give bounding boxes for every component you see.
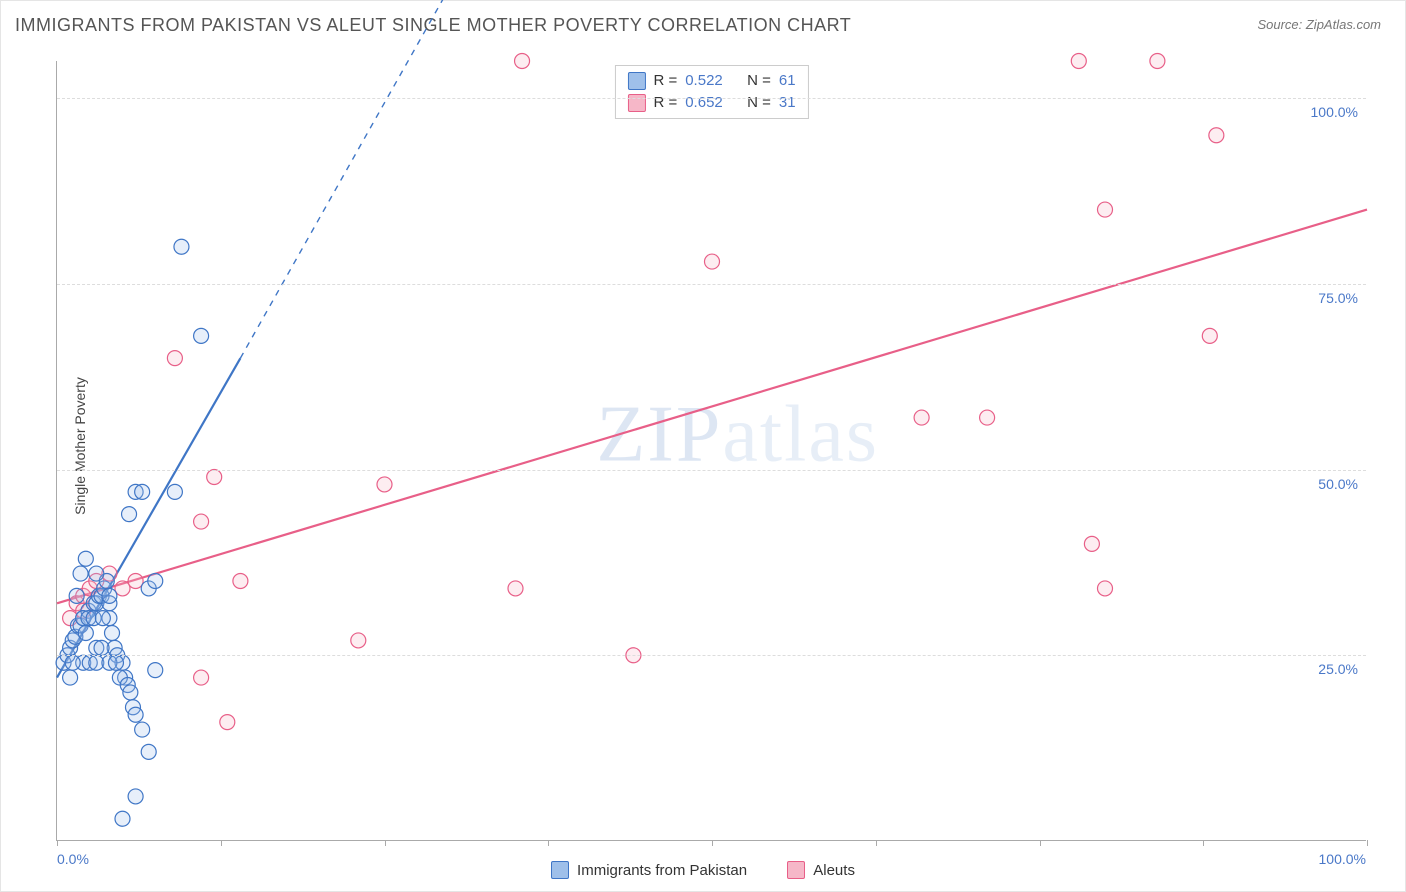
gridline-h [57,655,1366,656]
chart-frame: IMMIGRANTS FROM PAKISTAN VS ALEUT SINGLE… [0,0,1406,892]
x-tick [1040,840,1041,846]
legend-n-label-A: N = [747,70,771,92]
x-tick [1203,840,1204,846]
y-tick-label: 25.0% [1318,661,1358,677]
scatter-point [705,254,720,269]
plot-area: ZIPatlas R = 0.522 N = 61 R = 0.652 N = … [56,61,1366,841]
legend-correlation-box: R = 0.522 N = 61 R = 0.652 N = 31 [614,65,808,119]
scatter-point [148,574,163,589]
scatter-point [95,611,110,626]
trend-line-dashed [240,0,450,358]
x-tick [57,840,58,846]
scatter-point [135,484,150,499]
scatter-point [123,685,138,700]
x-tick [712,840,713,846]
legend-label-seriesB: Aleuts [813,862,855,879]
gridline-h [57,98,1366,99]
scatter-point [1098,202,1113,217]
y-tick-label: 100.0% [1311,104,1358,120]
scatter-point [128,707,143,722]
scatter-point [122,507,137,522]
scatter-point [128,574,143,589]
scatter-point [102,588,117,603]
legend-n-value-A: 61 [779,70,796,92]
scatter-point [167,351,182,366]
scatter-point [377,477,392,492]
legend-r-value-A: 0.522 [685,70,723,92]
legend-swatch2-seriesB [787,861,805,879]
scatter-point [508,581,523,596]
y-tick-label: 75.0% [1318,290,1358,306]
scatter-point [89,566,104,581]
scatter-point [141,744,156,759]
legend-swatch2-seriesA [551,861,569,879]
scatter-point [148,663,163,678]
x-tick [1367,840,1368,846]
plot-svg [57,61,1367,841]
scatter-point [914,410,929,425]
scatter-point [174,239,189,254]
x-tick [221,840,222,846]
scatter-point [69,588,84,603]
scatter-point [220,715,235,730]
scatter-point [194,514,209,529]
scatter-point [108,655,123,670]
scatter-point [115,811,130,826]
legend-r-label-A: R = [653,70,677,92]
scatter-point [94,640,109,655]
scatter-point [78,551,93,566]
scatter-point [515,54,530,69]
scatter-point [980,410,995,425]
legend-swatch-seriesA [627,72,645,90]
scatter-point [1098,581,1113,596]
chart-title: IMMIGRANTS FROM PAKISTAN VS ALEUT SINGLE… [15,15,851,36]
scatter-point [207,470,222,485]
gridline-h [57,284,1366,285]
scatter-point [115,581,130,596]
x-tick [385,840,386,846]
scatter-point [1071,54,1086,69]
scatter-point [78,626,93,641]
scatter-point [63,670,78,685]
source-attribution: Source: ZipAtlas.com [1257,17,1381,32]
scatter-point [233,574,248,589]
y-tick-label: 50.0% [1318,476,1358,492]
scatter-point [1150,54,1165,69]
legend-row-seriesB: R = 0.652 N = 31 [627,92,795,114]
legend-row-seriesA: R = 0.522 N = 61 [627,70,795,92]
gridline-h [57,470,1366,471]
legend-label-seriesA: Immigrants from Pakistan [577,862,747,879]
legend-n-label-B: N = [747,92,771,114]
legend-r-value-B: 0.652 [685,92,723,114]
scatter-point [194,328,209,343]
legend-r-label-B: R = [653,92,677,114]
legend-item-seriesA: Immigrants from Pakistan [551,861,747,879]
legend-bottom: Immigrants from Pakistan Aleuts [1,861,1405,883]
legend-n-value-B: 31 [779,92,796,114]
scatter-point [194,670,209,685]
scatter-point [73,566,88,581]
scatter-point [1202,328,1217,343]
scatter-point [105,626,120,641]
scatter-point [351,633,366,648]
x-tick [548,840,549,846]
scatter-point [1084,536,1099,551]
scatter-point [135,722,150,737]
scatter-point [128,789,143,804]
scatter-point [65,655,80,670]
scatter-point [1209,128,1224,143]
legend-swatch-seriesB [627,94,645,112]
x-tick [876,840,877,846]
legend-item-seriesB: Aleuts [787,861,855,879]
scatter-point [167,484,182,499]
